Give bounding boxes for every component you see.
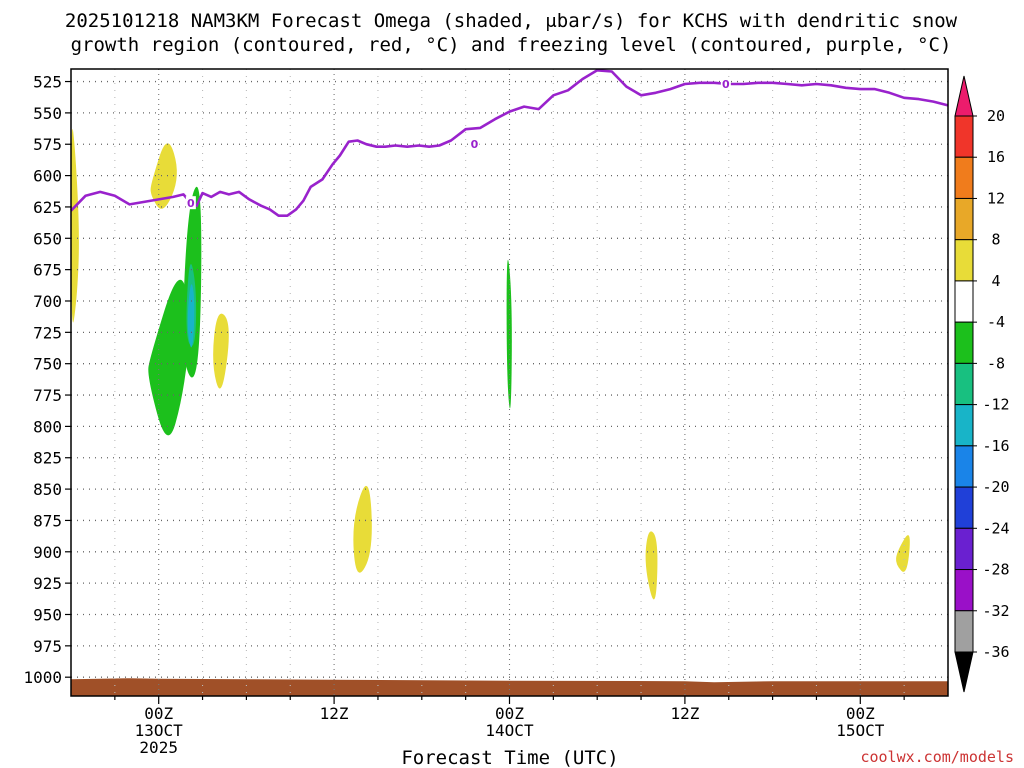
omega-region [353, 485, 372, 573]
omega-region [213, 313, 229, 389]
y-tick-label: 525 [33, 73, 62, 92]
y-tick-label: 550 [33, 104, 62, 123]
freezing-level-layer: 0 0 0 [70, 69, 949, 217]
x-tick-label: 00Z [144, 704, 173, 723]
colorbar-label: 4 [991, 272, 1000, 290]
colorbar-swatch [954, 445, 974, 488]
terrain [71, 678, 948, 696]
y-tick-label: 800 [33, 417, 62, 436]
y-tick-label: 725 [33, 323, 62, 342]
terrain-layer [71, 678, 948, 696]
x-tick-date: 15OCT [836, 721, 885, 740]
x-tick-date: 14OCT [485, 721, 534, 740]
colorbar-label: -36 [982, 643, 1009, 661]
freezing-label-bg [185, 196, 196, 210]
x-tick-date: 13OCT [135, 721, 184, 740]
colorbar-swatch [954, 197, 974, 241]
x-tick-label: 00Z [495, 704, 524, 723]
omega-region [71, 129, 79, 323]
colorbar-swatch [954, 527, 974, 571]
colorbar-top-arrow [954, 75, 974, 117]
colorbar-swatch [954, 239, 974, 282]
x-tick-label: 00Z [846, 704, 875, 723]
x-tick-year: 2025 [139, 738, 178, 757]
y-axis: 525 550 575 600 625 650 675 700 725 750 775 800 825 8… [23, 73, 71, 687]
y-tick-label: 775 [33, 386, 62, 405]
y-tick-label: 675 [33, 261, 62, 280]
chart-title-line-1: 2025101218 NAM3KM Forecast Omega (shaded… [65, 10, 958, 32]
colorbar-label: -32 [982, 602, 1009, 620]
y-tick-label: 875 [33, 511, 62, 530]
x-tick-label: 12Z [670, 704, 699, 723]
colorbar-swatch [954, 486, 974, 529]
y-tick-label: 975 [33, 637, 62, 656]
omega-region [148, 279, 190, 436]
colorbar-swatch [954, 115, 974, 158]
chart-title-line-2: growth region (contoured, red, °C) and f… [71, 34, 952, 56]
y-tick-label: 700 [33, 292, 62, 311]
colorbar-label: 12 [987, 189, 1005, 207]
colorbar-swatch [954, 321, 974, 364]
freezing-label-bg [469, 137, 480, 151]
y-tick-label: 625 [33, 198, 62, 217]
colorbar-label: 8 [991, 231, 1000, 249]
freezing-level-label: 0 [471, 138, 479, 151]
omega-region [150, 143, 177, 209]
freezing-level-label: 0 [722, 78, 730, 91]
omega-region [187, 284, 195, 348]
colorbar-swatch [954, 156, 974, 199]
colorbar-swatch [954, 569, 974, 612]
colorbar-label: -24 [982, 519, 1009, 537]
colorbar-swatch [954, 362, 974, 406]
y-tick-label: 825 [33, 449, 62, 468]
y-tick-label: 925 [33, 574, 62, 593]
colorbar-label: -28 [982, 561, 1009, 579]
colorbar-label: -8 [987, 354, 1005, 372]
y-tick-label: 750 [33, 355, 62, 374]
y-tick-label: 950 [33, 605, 62, 624]
omega-region [896, 535, 910, 572]
watermark: coolwx.com/models [860, 748, 1014, 766]
colorbar-label: 16 [987, 148, 1005, 166]
colorbar-label: -12 [982, 396, 1009, 414]
omega-shading-layer [71, 129, 910, 600]
x-tick-label: 12Z [320, 704, 349, 723]
freezing-level-line [70, 69, 949, 217]
x-axis-label: Forecast Time (UTC) [401, 747, 618, 768]
colorbar-label: -4 [987, 313, 1005, 331]
colorbar-label: -20 [982, 478, 1009, 496]
colorbar-label: 20 [987, 107, 1005, 125]
omega-region [645, 531, 658, 600]
colorbar-swatch [954, 610, 974, 653]
grid-layer [71, 69, 948, 696]
freezing-level-label: 0 [187, 197, 195, 210]
y-tick-label: 575 [33, 135, 62, 154]
y-tick-label: 650 [33, 229, 62, 248]
colorbar-label: -16 [982, 437, 1009, 455]
colorbar: 20 16 12 8 4 -4 -8 -12 -16 -20 -24 -28 -32 -36 [954, 75, 1010, 693]
colorbar-swatch [954, 404, 974, 447]
y-tick-label: 600 [33, 167, 62, 186]
colorbar-swatch [954, 280, 974, 323]
y-tick-label: 1000 [23, 668, 62, 687]
y-tick-label: 850 [33, 480, 62, 499]
freezing-label-bg [720, 77, 731, 91]
y-tick-label: 900 [33, 543, 62, 562]
colorbar-bottom-arrow [954, 651, 974, 693]
